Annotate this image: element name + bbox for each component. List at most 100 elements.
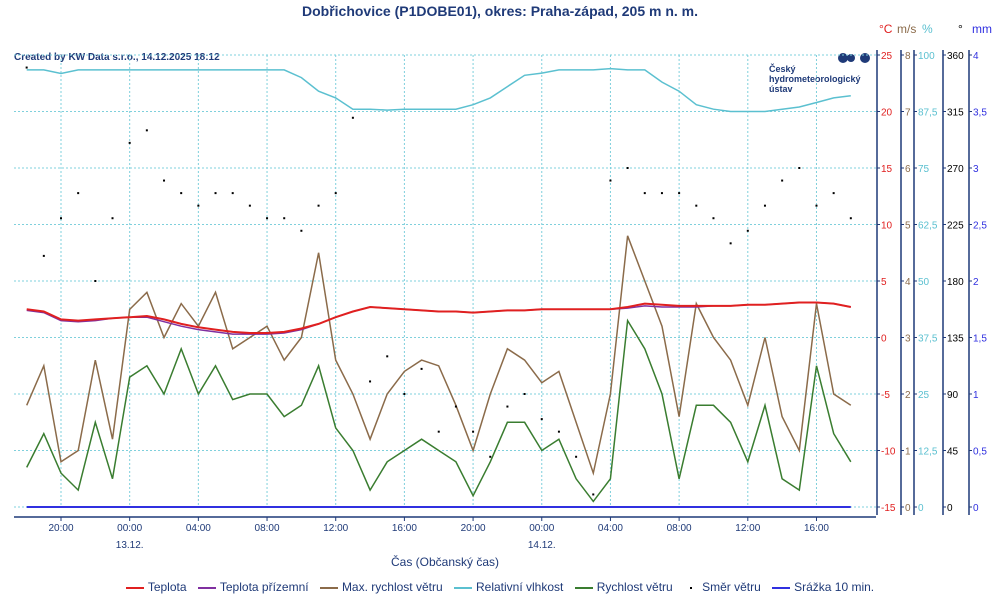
wind-direction-point bbox=[60, 217, 62, 220]
wind-direction-point bbox=[626, 167, 629, 169]
y-tick-label: 10 bbox=[881, 221, 893, 232]
wind-direction-point bbox=[386, 355, 389, 358]
y-tick-label: 0 bbox=[973, 503, 979, 514]
legend-item-srazka: Srážka 10 min. bbox=[772, 580, 874, 594]
logo-line: Český bbox=[769, 64, 796, 74]
y-tick-label: 4 bbox=[905, 277, 911, 288]
y-axis-unit: ° bbox=[958, 22, 963, 36]
wind-direction-point bbox=[214, 192, 217, 195]
wind-direction-point bbox=[489, 455, 492, 458]
x-date-label: 13.12. bbox=[116, 540, 144, 551]
y-tick-label: 62,5 bbox=[918, 221, 938, 232]
wind-direction-point bbox=[197, 204, 200, 207]
y-tick-label: 315 bbox=[947, 108, 964, 119]
y-tick-label: 360 bbox=[947, 51, 964, 62]
wind-direction-point bbox=[712, 217, 715, 220]
wind-direction-point bbox=[798, 167, 801, 169]
wind-direction-point bbox=[42, 254, 45, 257]
y-tick-label: -5 bbox=[881, 390, 890, 401]
y-tick-label: 7 bbox=[905, 108, 911, 119]
wind-direction-point bbox=[180, 192, 183, 195]
legend-item-teplota: Teplota bbox=[125, 580, 187, 594]
wind-direction-point bbox=[317, 204, 320, 207]
legend-label: Srážka 10 min. bbox=[794, 580, 875, 594]
x-axis-title: Čas (Občanský čas) bbox=[391, 554, 499, 569]
legend-label: Směr větru bbox=[702, 580, 761, 594]
x-tick-label: 08:00 bbox=[667, 523, 692, 534]
legend-label: Rychlost větru bbox=[596, 580, 673, 594]
wind-direction-point bbox=[643, 192, 646, 195]
legend-label: Relativní vlhkost bbox=[475, 580, 564, 594]
y-tick-label: 1 bbox=[973, 390, 979, 401]
y-tick-label: 0 bbox=[947, 503, 953, 514]
wind-direction-point bbox=[266, 217, 269, 220]
x-tick-label: 20:00 bbox=[461, 523, 486, 534]
y-tick-label: 0 bbox=[881, 334, 887, 345]
wind-direction-point bbox=[575, 455, 578, 458]
y-tick-label: 2 bbox=[905, 390, 911, 401]
wind-direction-point bbox=[351, 116, 354, 119]
wind-direction-point bbox=[695, 204, 698, 207]
wind-direction-point bbox=[660, 192, 663, 195]
x-date-label: 14.12. bbox=[528, 540, 556, 551]
legend-item-smer: Směr větru bbox=[684, 580, 761, 594]
wind-direction-point bbox=[145, 129, 148, 132]
wind-direction-point bbox=[729, 242, 732, 245]
wind-direction-point bbox=[506, 405, 509, 408]
y-tick-label: 3 bbox=[973, 164, 979, 175]
wind-direction-point bbox=[763, 204, 766, 207]
logo-line: ústav bbox=[769, 84, 793, 94]
y-tick-label: 25 bbox=[918, 390, 930, 401]
wind-direction-point bbox=[231, 192, 234, 195]
y-tick-label: 25 bbox=[881, 51, 893, 62]
y-axis-unit: mm bbox=[972, 22, 992, 36]
y-tick-label: 5 bbox=[905, 221, 911, 232]
series-line-relativn-vlhkost bbox=[26, 67, 851, 113]
x-tick-label: 16:00 bbox=[804, 523, 829, 534]
y-tick-label: 1,5 bbox=[973, 334, 987, 345]
y-tick-label: 180 bbox=[947, 277, 964, 288]
x-tick-label: 12:00 bbox=[323, 523, 348, 534]
wind-direction-point bbox=[781, 179, 784, 182]
x-tick-label: 16:00 bbox=[392, 523, 417, 534]
wind-direction-point bbox=[523, 393, 526, 395]
y-tick-label: 2,5 bbox=[973, 221, 987, 232]
y-tick-label: 5 bbox=[881, 277, 887, 288]
wind-direction-point bbox=[111, 217, 114, 220]
y-tick-label: 50 bbox=[918, 277, 930, 288]
wind-direction-point bbox=[369, 380, 372, 383]
wind-direction-point bbox=[128, 141, 131, 144]
y-axis-unit: % bbox=[922, 22, 933, 36]
wind-direction-point bbox=[678, 192, 681, 195]
logo-line: hydrometeorologický bbox=[769, 74, 861, 84]
series-line-teplota-p-zemn- bbox=[26, 301, 851, 335]
wind-direction-point bbox=[300, 229, 303, 232]
wind-direction-point bbox=[334, 192, 337, 195]
y-tick-label: 1 bbox=[905, 447, 911, 458]
y-tick-label: 8 bbox=[905, 51, 911, 62]
y-tick-label: 0 bbox=[905, 503, 911, 514]
y-tick-label: 0,5 bbox=[973, 447, 987, 458]
wind-direction-point bbox=[94, 280, 97, 282]
legend-label: Teplota přízemní bbox=[219, 580, 309, 594]
y-tick-label: 15 bbox=[881, 164, 893, 175]
series-line-max-rychlost-v-tru bbox=[26, 235, 852, 476]
legend-item-teplota-prizemni: Teplota přízemní bbox=[197, 580, 309, 594]
wind-direction-point bbox=[25, 66, 28, 69]
wind-direction-point bbox=[609, 179, 612, 182]
x-tick-label: 04:00 bbox=[186, 523, 211, 534]
y-tick-label: 4 bbox=[973, 51, 979, 62]
y-tick-label: 45 bbox=[947, 447, 959, 458]
y-tick-label: 0 bbox=[918, 503, 924, 514]
wind-direction-point bbox=[163, 179, 166, 182]
wind-direction-point bbox=[454, 405, 457, 408]
legend-label: Max. rychlost větru bbox=[341, 580, 443, 594]
legend-item-vlhkost: Relativní vlhkost bbox=[453, 580, 564, 594]
wind-direction-point bbox=[832, 192, 835, 195]
wind-direction-point bbox=[592, 493, 595, 496]
chart-title: Dobřichovice (P1DOBE01), okres: Praha-zá… bbox=[301, 3, 699, 19]
y-tick-label: 3 bbox=[905, 334, 911, 345]
series-line-rychlost-v-tru bbox=[26, 318, 852, 503]
series-line-teplota bbox=[26, 301, 851, 334]
wind-direction-point bbox=[849, 217, 852, 220]
